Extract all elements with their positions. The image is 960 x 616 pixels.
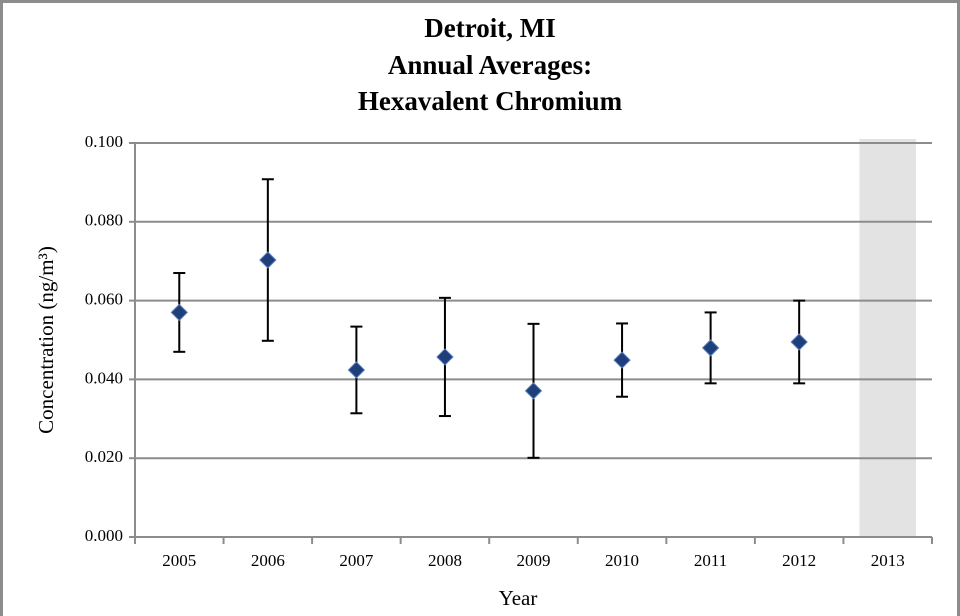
- x-axis-title: Year: [499, 586, 538, 610]
- marker: [259, 251, 277, 269]
- x-tick-label: 2008: [428, 551, 462, 570]
- y-axis-title: Concentration (ng/m³): [34, 246, 58, 434]
- y-tick-label: 0.000: [85, 526, 123, 545]
- x-tick-label: 2009: [517, 551, 551, 570]
- x-tick-label: 2005: [162, 551, 196, 570]
- marker: [436, 348, 454, 366]
- x-tick-label: 2006: [251, 551, 285, 570]
- chart-title: Annual Averages:: [388, 50, 592, 80]
- y-tick-label: 0.100: [85, 132, 123, 151]
- x-tick-label: 2010: [605, 551, 639, 570]
- x-tick-label: 2007: [339, 551, 374, 570]
- y-tick-label: 0.080: [85, 211, 123, 230]
- shaded-band: [859, 139, 916, 537]
- chart-title: Detroit, MI: [424, 13, 555, 43]
- x-tick-label: 2011: [694, 551, 727, 570]
- marker: [347, 361, 366, 379]
- y-tick-label: 0.020: [85, 447, 123, 466]
- chart-title: Hexavalent Chromium: [358, 86, 623, 116]
- y-tick-label: 0.060: [85, 290, 123, 309]
- marker: [701, 339, 720, 357]
- marker: [613, 351, 631, 369]
- x-tick-label: 2013: [871, 551, 905, 570]
- marker: [170, 303, 188, 322]
- marker: [790, 333, 808, 351]
- marker: [524, 382, 543, 400]
- y-tick-label: 0.040: [85, 368, 123, 387]
- x-tick-label: 2012: [782, 551, 816, 570]
